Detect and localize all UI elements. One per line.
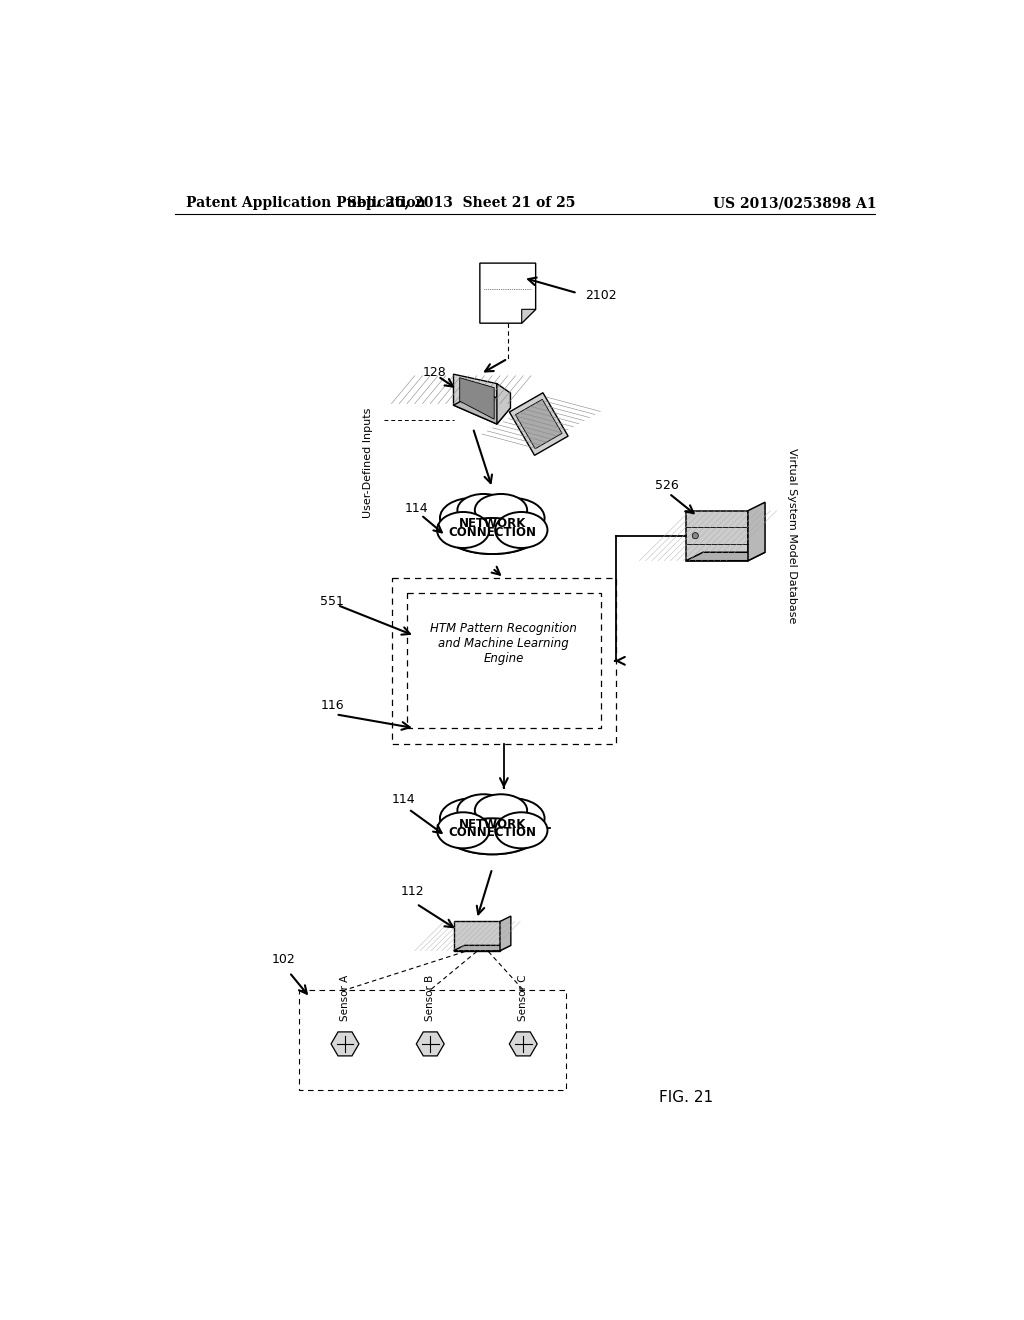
- Text: CONNECTION: CONNECTION: [449, 826, 537, 838]
- Text: Engine: Engine: [483, 652, 524, 665]
- Polygon shape: [500, 916, 511, 950]
- Text: 114: 114: [404, 502, 428, 515]
- Text: Sensor A: Sensor A: [340, 974, 350, 1020]
- Ellipse shape: [440, 498, 504, 539]
- Bar: [299, 990, 566, 1090]
- Ellipse shape: [480, 498, 545, 539]
- Text: User-Defined Inputs: User-Defined Inputs: [364, 408, 374, 517]
- Ellipse shape: [458, 494, 510, 525]
- Polygon shape: [509, 1032, 538, 1056]
- Polygon shape: [509, 393, 568, 455]
- Polygon shape: [454, 921, 500, 950]
- Polygon shape: [460, 378, 495, 420]
- Polygon shape: [748, 502, 765, 561]
- Text: 551: 551: [321, 594, 344, 607]
- Bar: [391, 578, 616, 743]
- Text: NETWORK: NETWORK: [459, 818, 526, 830]
- Text: HTM Pattern Recognition: HTM Pattern Recognition: [430, 622, 578, 635]
- Text: Sensor B: Sensor B: [425, 974, 435, 1020]
- Ellipse shape: [496, 812, 548, 849]
- Text: FIG. 21: FIG. 21: [658, 1090, 713, 1105]
- Polygon shape: [454, 389, 510, 424]
- Ellipse shape: [440, 803, 545, 854]
- Text: 2102: 2102: [586, 289, 616, 302]
- Ellipse shape: [475, 795, 527, 826]
- Polygon shape: [497, 384, 510, 424]
- Polygon shape: [454, 945, 511, 950]
- Ellipse shape: [458, 795, 510, 826]
- Polygon shape: [480, 263, 536, 323]
- Ellipse shape: [440, 799, 504, 838]
- Ellipse shape: [475, 494, 527, 525]
- Text: Patent Application Publication: Patent Application Publication: [186, 197, 426, 210]
- Ellipse shape: [496, 512, 548, 548]
- Polygon shape: [331, 1032, 359, 1056]
- Ellipse shape: [480, 799, 545, 838]
- Text: Virtual System Model Database: Virtual System Model Database: [786, 447, 797, 623]
- Polygon shape: [515, 400, 562, 449]
- Ellipse shape: [449, 517, 536, 554]
- Text: Sensor C: Sensor C: [518, 974, 528, 1020]
- Ellipse shape: [437, 512, 489, 548]
- Text: CONNECTION: CONNECTION: [449, 525, 537, 539]
- Ellipse shape: [449, 818, 536, 854]
- Text: 112: 112: [400, 884, 424, 898]
- Text: 526: 526: [655, 479, 679, 492]
- Ellipse shape: [440, 502, 545, 554]
- Text: NETWORK: NETWORK: [459, 517, 526, 531]
- Ellipse shape: [437, 812, 489, 849]
- Text: and Machine Learning: and Machine Learning: [438, 638, 569, 649]
- Polygon shape: [454, 374, 497, 424]
- Polygon shape: [417, 1032, 444, 1056]
- Text: 114: 114: [391, 793, 415, 807]
- Text: 128: 128: [423, 366, 446, 379]
- Bar: [407, 594, 601, 729]
- Text: Sep. 26, 2013  Sheet 21 of 25: Sep. 26, 2013 Sheet 21 of 25: [347, 197, 575, 210]
- Text: 116: 116: [321, 698, 344, 711]
- Polygon shape: [686, 552, 765, 561]
- Polygon shape: [521, 309, 536, 323]
- Polygon shape: [686, 511, 748, 561]
- Text: US 2013/0253898 A1: US 2013/0253898 A1: [713, 197, 877, 210]
- Text: 102: 102: [271, 953, 295, 966]
- Circle shape: [692, 532, 698, 539]
